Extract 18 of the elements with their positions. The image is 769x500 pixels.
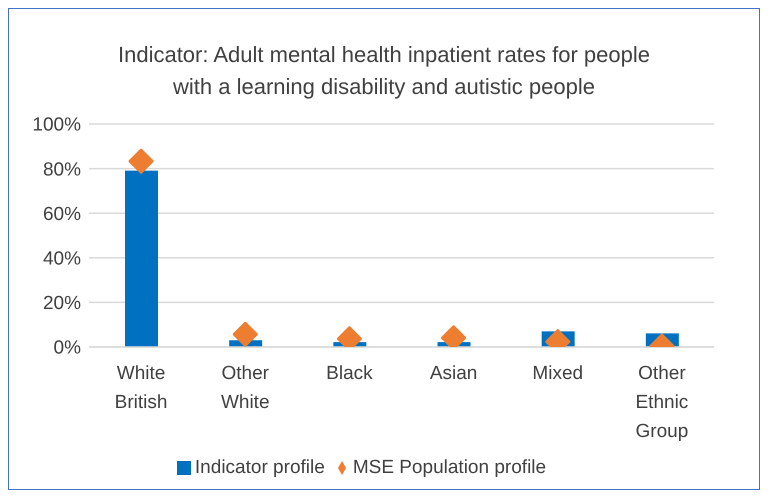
point bbox=[441, 325, 466, 347]
x-tick-label: Other Ethnic Group bbox=[636, 363, 688, 442]
x-tick-label: Black bbox=[326, 363, 374, 384]
point bbox=[128, 148, 154, 174]
y-tick-label: 80% bbox=[42, 159, 82, 180]
x-tick-label: Asian bbox=[430, 363, 478, 384]
x-tick-label: Other White bbox=[220, 363, 270, 413]
y-tick-label: 20% bbox=[42, 293, 82, 314]
legend-label: MSE Population profile bbox=[352, 457, 546, 478]
bar bbox=[125, 170, 158, 347]
y-tick-label: 60% bbox=[42, 204, 82, 225]
legend-label: Indicator profile bbox=[194, 457, 325, 478]
x-tick-label: White British bbox=[114, 363, 168, 413]
y-tick-label: 100% bbox=[32, 114, 82, 136]
chart-title: Indicator: Adult mental health inpatient rates for people with a learning disability and autistic people bbox=[116, 41, 651, 101]
x-tick-label: Mixed bbox=[532, 363, 584, 384]
y-tick-label: 0% bbox=[54, 338, 82, 359]
y-tick-label: 40% bbox=[42, 248, 82, 270]
